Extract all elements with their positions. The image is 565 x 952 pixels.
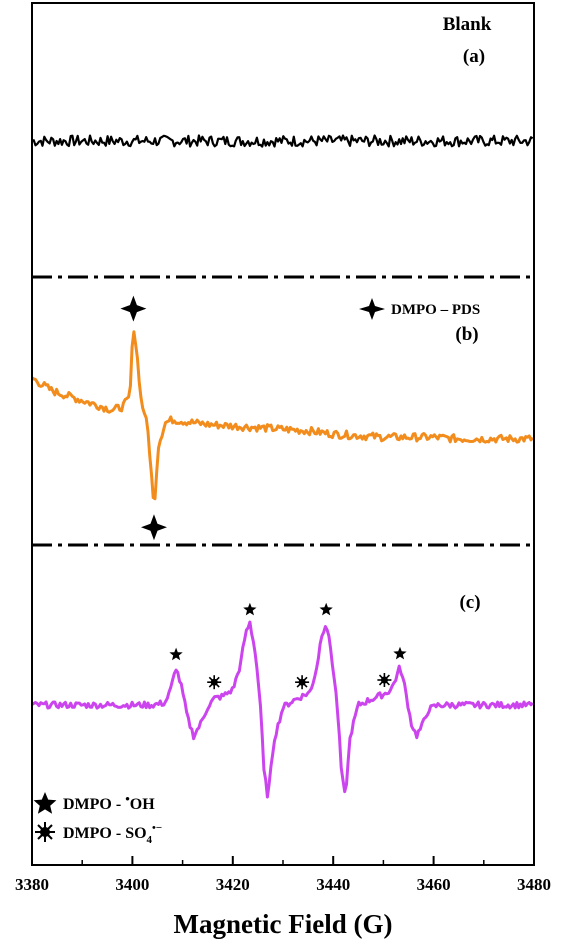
cross-star-marker-1 xyxy=(140,514,167,541)
legend-b: DMPO – PDS xyxy=(359,298,480,320)
x-axis-title: Magnetic Field (G) xyxy=(174,909,393,939)
legend-b-text: DMPO – PDS xyxy=(391,302,480,318)
legend-c: DMPO - •OH DMPO - SO4•− xyxy=(33,791,162,846)
oh-star-marker-2 xyxy=(319,602,333,616)
plot-frame xyxy=(31,2,535,866)
so4-sun-marker-1 xyxy=(295,675,310,690)
legend-so4-prefix: DMPO - SO xyxy=(63,825,147,842)
x-tick-label-2: 3420 xyxy=(216,875,250,894)
legend-so4-sup: •− xyxy=(152,822,162,834)
panel-a-title: Blank xyxy=(443,14,492,35)
panel-b-label: (b) xyxy=(455,324,478,345)
legend-oh-suffix: OH xyxy=(130,796,155,813)
legend-oh-dot: • xyxy=(125,791,130,806)
legend-oh-text: DMPO - •OH xyxy=(63,791,155,813)
series-line-b xyxy=(31,330,534,501)
series-line-c xyxy=(31,620,534,799)
cross-star-marker-0 xyxy=(120,295,147,322)
oh-star-marker-0 xyxy=(169,647,183,661)
cross-star-icon xyxy=(359,298,385,320)
x-tick-label-3: 3440 xyxy=(316,875,350,894)
plot-layer xyxy=(31,134,534,799)
x-tick-label-5: 3480 xyxy=(517,875,551,894)
star-icon xyxy=(33,792,57,814)
x-tick-label-1: 3400 xyxy=(115,875,149,894)
x-tick-label-0: 3380 xyxy=(15,875,49,894)
so4-sun-marker-0 xyxy=(207,675,222,690)
legend-so4-sub: 4 xyxy=(147,834,153,846)
panel-c-label: (c) xyxy=(459,592,480,613)
sun-icon xyxy=(35,822,55,842)
so4-sun-marker-2 xyxy=(377,673,392,687)
oh-star-marker-1 xyxy=(243,602,257,616)
x-axis: 3380 3400 3420 3440 3460 3480 xyxy=(15,856,551,894)
panel-a-label: (a) xyxy=(463,46,485,67)
oh-star-marker-3 xyxy=(393,646,407,660)
legend-so4-text: DMPO - SO4•− xyxy=(63,822,162,846)
x-tick-label-4: 3460 xyxy=(417,875,451,894)
legend-oh-prefix: DMPO - xyxy=(63,796,125,813)
series-line-a xyxy=(31,134,534,148)
